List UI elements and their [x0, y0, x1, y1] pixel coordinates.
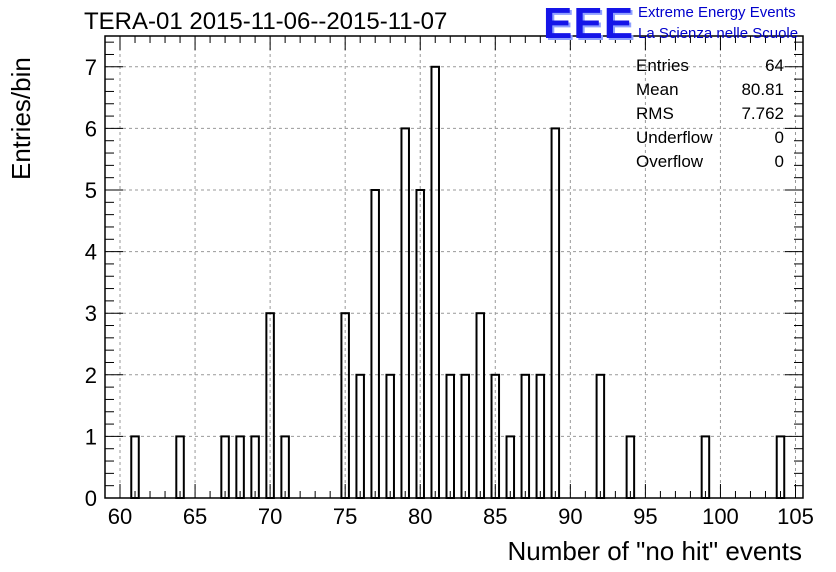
eee-logo: EEE	[543, 0, 635, 48]
histogram-bar	[220, 435, 230, 499]
chart-title: TERA-01 2015-11-06--2015-11-07	[84, 8, 448, 35]
y-tick-label: 5	[85, 178, 97, 203]
stat-label: RMS	[636, 104, 674, 123]
stat-label: Overflow	[636, 152, 704, 171]
histogram-bar	[475, 312, 486, 500]
x-tick-label: 60	[108, 504, 132, 529]
histogram-bar	[505, 435, 516, 499]
x-tick-label: 100	[702, 504, 739, 529]
histogram-bar	[775, 435, 786, 499]
histogram-bar	[625, 435, 636, 499]
plot-frame	[104, 35, 804, 499]
histogram-bar	[250, 435, 260, 499]
stat-row-overflow: Overflow 0	[636, 150, 784, 174]
stat-value: 0	[774, 128, 784, 147]
stat-value: 0	[774, 152, 784, 171]
y-tick-label: 4	[85, 240, 97, 265]
y-tick-label: 2	[85, 363, 97, 388]
y-tick-label: 1	[85, 424, 97, 449]
stat-value: 7.762	[741, 104, 784, 123]
x-axis-label: Number of "no hit" events	[507, 536, 803, 566]
stat-row-underflow: Underflow 0	[636, 126, 784, 150]
x-tick-label: 75	[333, 504, 357, 529]
stat-label: Underflow	[636, 128, 713, 147]
y-tick-label: 6	[85, 116, 97, 141]
stat-label: Entries	[636, 56, 689, 75]
histogram-bar	[175, 435, 185, 499]
x-tick-label: 80	[408, 504, 432, 529]
histogram-bar	[430, 65, 440, 500]
x-tick-label: 85	[483, 504, 507, 529]
histogram-bar	[700, 435, 711, 499]
y-tick-label: 3	[85, 301, 97, 326]
x-tick-label: 105	[777, 504, 814, 529]
logo-line-1: Extreme Energy Events	[638, 4, 796, 21]
stat-value: 64	[765, 56, 784, 75]
histogram-bar	[280, 435, 290, 499]
histogram-bar	[130, 435, 140, 499]
histogram-bar	[235, 435, 245, 499]
stat-row-mean: Mean 80.81	[636, 78, 784, 102]
x-tick-label: 65	[183, 504, 207, 529]
stat-row-rms: RMS 7.762	[636, 102, 784, 126]
x-tick-label: 95	[633, 504, 657, 529]
logo-line-2: La Scienza nelle Scuole	[638, 25, 799, 42]
stat-value: 80.81	[741, 80, 784, 99]
stats-box: Entries 64 Mean 80.81 RMS 7.762 Underflo…	[636, 54, 784, 174]
x-tick-label: 90	[558, 504, 582, 529]
histogram-bar	[370, 189, 380, 499]
stat-row-entries: Entries 64	[636, 54, 784, 78]
y-tick-label: 7	[85, 55, 97, 80]
y-tick-label: 0	[85, 486, 97, 511]
x-tick-label: 70	[258, 504, 282, 529]
stat-label: Mean	[636, 80, 679, 99]
y-axis-label: Entries/bin	[6, 57, 36, 180]
